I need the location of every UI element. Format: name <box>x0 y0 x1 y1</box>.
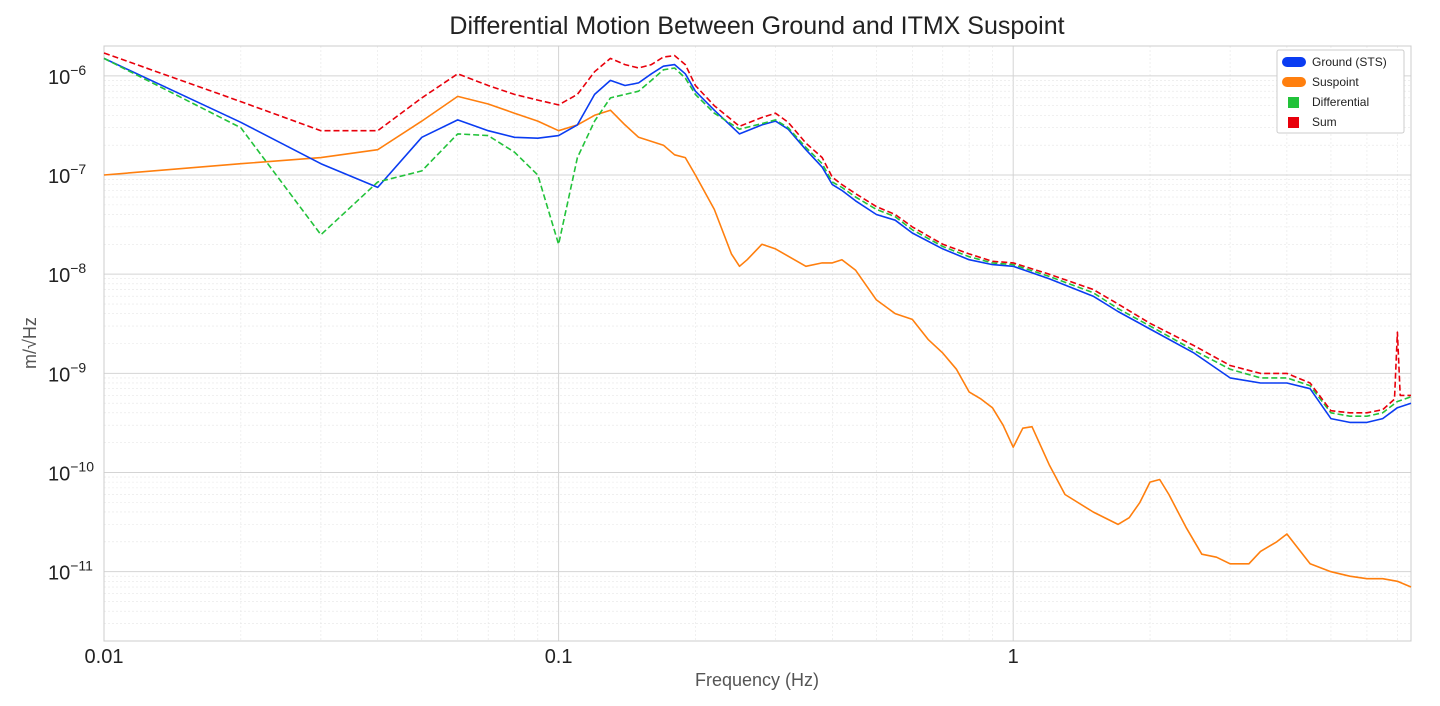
legend-label: Sum <box>1312 115 1337 129</box>
chart-title: Differential Motion Between Ground and I… <box>449 12 1064 40</box>
series-line-sum <box>103 52 1411 414</box>
series-line-suspoint <box>103 95 1412 588</box>
y-tick-label: 10−11 <box>48 558 93 585</box>
grid <box>103 45 1411 642</box>
series-line-ground-sts <box>103 57 1412 424</box>
legend-label: Suspoint <box>1312 75 1359 89</box>
y-axis-label: m/√Hz <box>20 317 40 369</box>
x-axis-label: Frequency (Hz) <box>695 670 819 690</box>
legend-swatch <box>1282 57 1306 67</box>
legend-label: Differential <box>1312 95 1369 109</box>
legend-swatch <box>1282 77 1306 87</box>
y-tick-label: 10−6 <box>48 62 86 89</box>
y-tick-label: 10−10 <box>48 459 94 486</box>
plot-frame <box>103 45 1412 642</box>
legend-label: Ground (STS) <box>1312 55 1387 69</box>
x-tick-label: 0.01 <box>85 646 124 668</box>
x-tick-label: 0.1 <box>545 646 573 668</box>
series-line-differential <box>103 57 1412 418</box>
legend-swatch <box>1288 97 1299 108</box>
legend-swatch <box>1288 117 1299 128</box>
x-tick-label: 1 <box>1008 646 1019 668</box>
series-group <box>103 52 1412 588</box>
y-tick-label: 10−8 <box>48 260 86 287</box>
legend-box <box>1276 49 1405 134</box>
legend: Ground (STS) Suspoint Differential Sum <box>1276 49 1405 134</box>
tick-labels: 0.01 0.1 1 10−11 10−10 10−9 10−8 10−7 10−6 <box>48 62 1019 668</box>
y-tick-label: 10−9 <box>48 359 86 386</box>
y-tick-label: 10−7 <box>48 161 86 188</box>
